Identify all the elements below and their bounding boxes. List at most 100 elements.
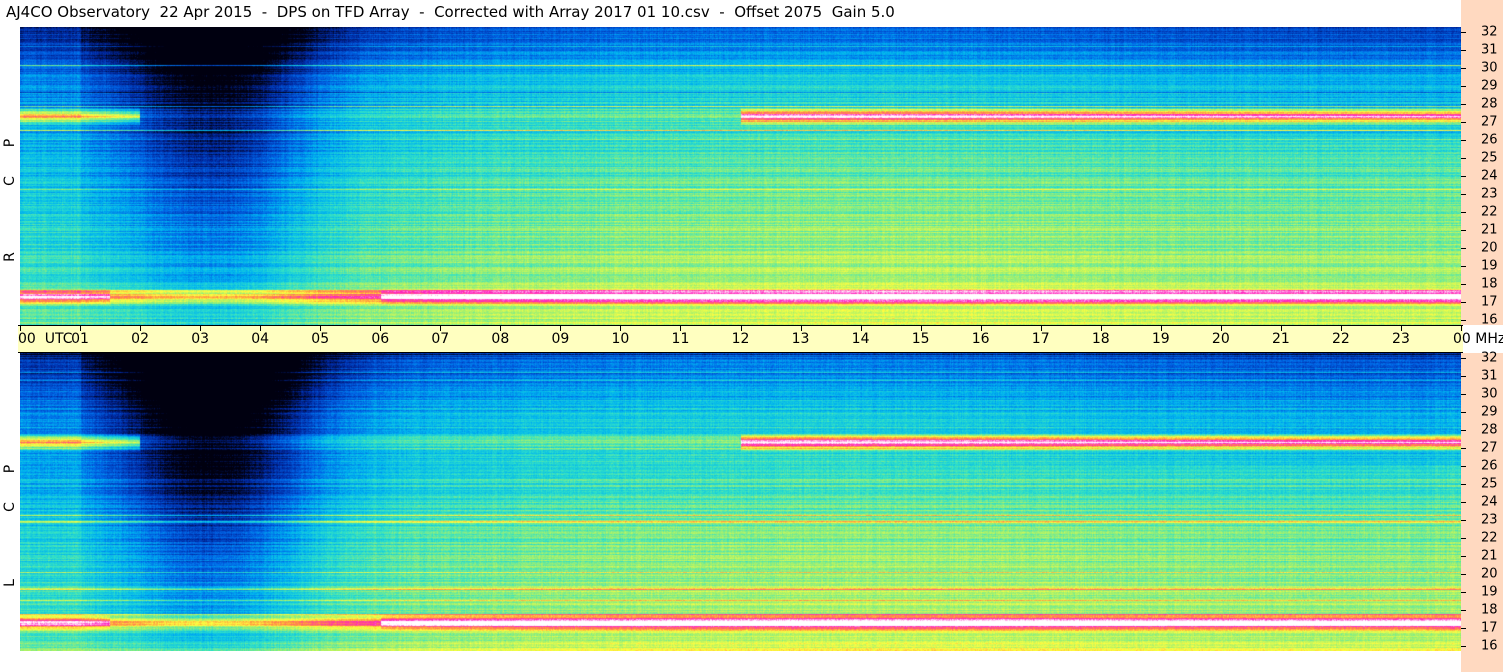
freq-tick-label: 17 [1481,620,1498,636]
freq-tick [1461,104,1466,105]
time-tick-label: 02 [131,331,149,347]
time-tick-label: 22 [1331,331,1350,347]
freq-tick [1461,266,1466,267]
spectrogram-lcp-canvas [20,353,1461,651]
freq-tick [1461,484,1466,485]
freq-tick-label: 20 [1481,566,1498,582]
polarization-letter: P [2,464,18,474]
freq-tick-label: 27 [1481,440,1498,456]
freq-tick [1461,358,1466,359]
freq-tick-label: 30 [1481,386,1498,402]
freq-tick-label: 25 [1481,150,1498,166]
freq-tick [1461,32,1466,33]
time-tick [920,326,922,331]
time-tick [1280,326,1282,331]
time-tick-label: 06 [371,331,390,347]
time-tick [1100,326,1102,331]
freq-tick-label: 16 [1481,312,1498,328]
freq-tick-label: 31 [1481,368,1498,384]
freq-tick [1461,592,1466,593]
freq-tick-label: 24 [1481,168,1498,184]
time-tick-label: 05 [311,331,330,347]
page-title: AJ4CO Observatory 22 Apr 2015 - DPS on T… [6,3,895,21]
time-tick-label: 00 MHz [1453,331,1503,347]
polarization-letter: L [2,579,18,587]
freq-tick [1461,50,1466,51]
freq-tick-label: 29 [1481,404,1498,420]
freq-tick-label: 20 [1481,240,1498,256]
time-tick [1461,326,1462,331]
freq-tick [1461,140,1466,141]
freq-tick [1461,376,1466,377]
time-tick-label: 12 [731,331,750,347]
freq-tick-label: 22 [1481,204,1498,220]
time-axis: 00 UTC 01 02 03 04 05 06 07 08 09 10 11 12 13 14 15 16 17… [18,325,1503,353]
freq-tick [1461,556,1466,557]
time-tick [80,326,82,331]
spectrogram-lcp [20,353,1461,651]
freq-tick-label: 18 [1481,602,1498,618]
freq-tick-label: 29 [1481,78,1498,94]
polarization-letter: R [2,252,18,262]
time-tick-label: 01 [71,331,89,347]
freq-tick-label: 17 [1481,294,1498,310]
freq-tick [1461,176,1466,177]
freq-tick [1461,520,1466,521]
freq-tick [1461,412,1466,413]
time-tick-label: 07 [431,331,450,347]
time-tick-label: 14 [851,331,870,347]
freq-tick [1461,158,1466,159]
freq-tick [1461,466,1466,467]
time-tick [380,326,382,331]
freq-tick-label: 22 [1481,530,1498,546]
freq-tick-label: 32 [1481,350,1498,366]
time-tick [320,326,322,331]
freq-tick [1461,610,1466,611]
time-tick-label: 09 [551,331,570,347]
freq-tick [1461,194,1466,195]
time-tick-label: 18 [1091,331,1110,347]
time-tick [140,326,142,331]
freq-tick [1461,68,1466,69]
time-tick-label: 11 [671,331,690,347]
freq-tick [1461,320,1466,321]
time-tick [440,326,442,331]
freq-tick [1461,122,1466,123]
time-tick [1160,326,1162,331]
freq-tick-label: 30 [1481,60,1498,76]
freq-tick [1461,538,1466,539]
time-tick [1220,326,1222,331]
time-tick-label: 03 [191,331,210,347]
time-tick [1040,326,1042,331]
freq-tick [1461,628,1466,629]
freq-tick-label: 16 [1481,638,1498,654]
freq-tick-label: 18 [1481,276,1498,292]
freq-axis-lcp: 32 31 30 29 28 27 26 25 24 23 22 21 20 19 18 17 16 [1461,350,1503,654]
time-tick [200,326,202,331]
polarization-label-rcp: R C P [0,27,18,325]
time-tick [260,326,262,331]
freq-tick-label: 21 [1481,222,1498,238]
time-tick-label: 00 UTC [18,331,73,347]
time-tick-label: 16 [971,331,990,347]
freq-axis-rcp: 32 31 30 29 28 27 26 25 24 23 22 21 20 19 18 17 16 [1461,25,1503,328]
time-tick [20,326,21,331]
freq-tick-label: 28 [1481,422,1498,438]
time-tick-label: 08 [491,331,510,347]
freq-tick [1461,502,1466,503]
time-tick [560,326,562,331]
freq-tick [1461,448,1466,449]
freq-tick [1461,394,1466,395]
freq-tick [1461,574,1466,575]
time-tick-label: 17 [1031,331,1050,347]
freq-tick-label: 19 [1481,584,1498,600]
time-tick [800,326,802,331]
freq-tick-label: 21 [1481,548,1498,564]
freq-tick-label: 24 [1481,494,1498,510]
time-tick [740,326,742,331]
time-tick-label: 23 [1392,331,1410,347]
time-tick [1340,326,1342,331]
polarization-letter: P [2,138,18,148]
time-tick [980,326,982,331]
